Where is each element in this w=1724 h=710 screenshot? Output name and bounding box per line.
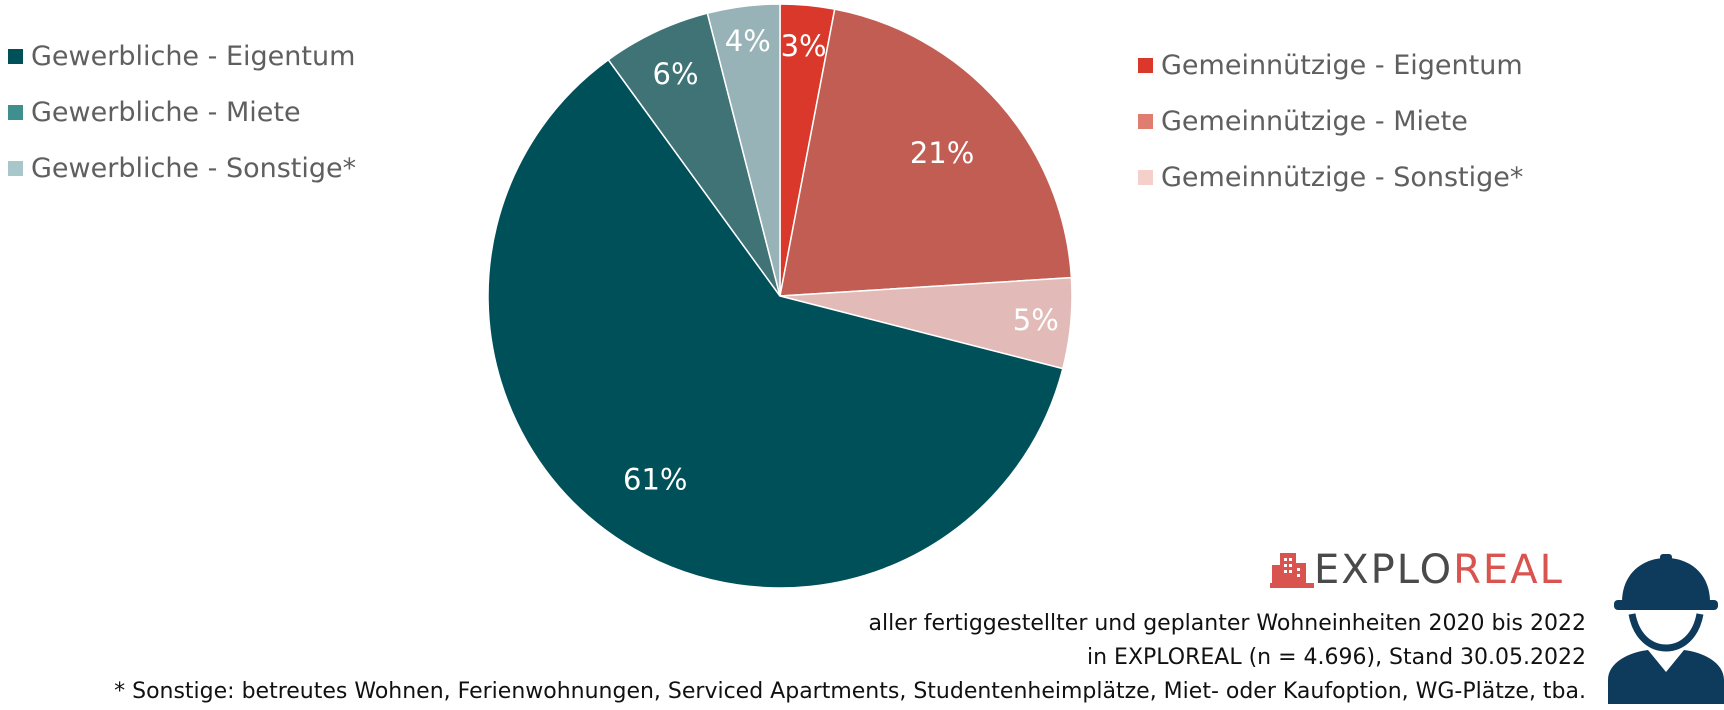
legend-label: Gewerbliche - Miete xyxy=(31,96,301,128)
pie-slice xyxy=(706,3,781,297)
pie-slice xyxy=(779,8,1073,297)
legend-swatch xyxy=(1138,57,1153,73)
legend-label: Gemeinnützige - Sonstige* xyxy=(1161,161,1524,193)
footnote-sonstige: * Sonstige: betreutes Wohnen, Ferienwohn… xyxy=(114,679,1586,704)
pie-slice-label: 3% xyxy=(781,29,827,63)
construction-worker-icon xyxy=(1608,554,1724,704)
legend-left-item: Gewerbliche - Sonstige* xyxy=(8,140,356,196)
legend-right: Gemeinnützige - Eigentum Gemeinnützige - … xyxy=(1138,37,1523,205)
legend-right-item: Gemeinnützige - Eigentum xyxy=(1138,37,1523,93)
legend-right-item: Gemeinnützige - Sonstige* xyxy=(1138,149,1523,205)
building-logo-icon xyxy=(1270,553,1314,588)
legend-swatch xyxy=(1138,169,1153,185)
legend-swatch xyxy=(1138,113,1153,129)
pie-slice-label: 5% xyxy=(1013,303,1059,337)
legend-swatch xyxy=(8,160,23,176)
legend-swatch xyxy=(8,104,23,120)
legend-label: Gewerbliche - Sonstige* xyxy=(31,152,357,184)
brand-name: EXPLOREAL xyxy=(1314,547,1564,593)
legend-label: Gewerbliche - Eigentum xyxy=(31,40,356,72)
legend-swatch xyxy=(8,48,23,64)
pie-slice xyxy=(487,58,1064,589)
legend-right-item: Gemeinnützige - Miete xyxy=(1138,93,1523,149)
legend-label: Gemeinnützige - Miete xyxy=(1161,105,1468,137)
pie-slice-label: 6% xyxy=(653,57,699,91)
footnote-line-1: aller fertiggestellter und geplanter Woh… xyxy=(868,611,1587,636)
legend-left-item: Gewerbliche - Miete xyxy=(8,84,356,140)
exploreal-logo: EXPLOREAL xyxy=(1270,547,1564,593)
pie-slice-label: 61% xyxy=(623,463,687,497)
pie-slice-label: 21% xyxy=(910,136,974,170)
legend-label: Gemeinnützige - Eigentum xyxy=(1161,49,1523,81)
footnote-line-2: in EXPLOREAL (n = 4.696), Stand 30.05.20… xyxy=(1087,645,1586,670)
legend-left-item: Gewerbliche - Eigentum xyxy=(8,28,356,84)
pie-slice-label: 4% xyxy=(725,24,771,58)
legend-left: Gewerbliche - Eigentum Gewerbliche - Miet… xyxy=(8,28,356,196)
